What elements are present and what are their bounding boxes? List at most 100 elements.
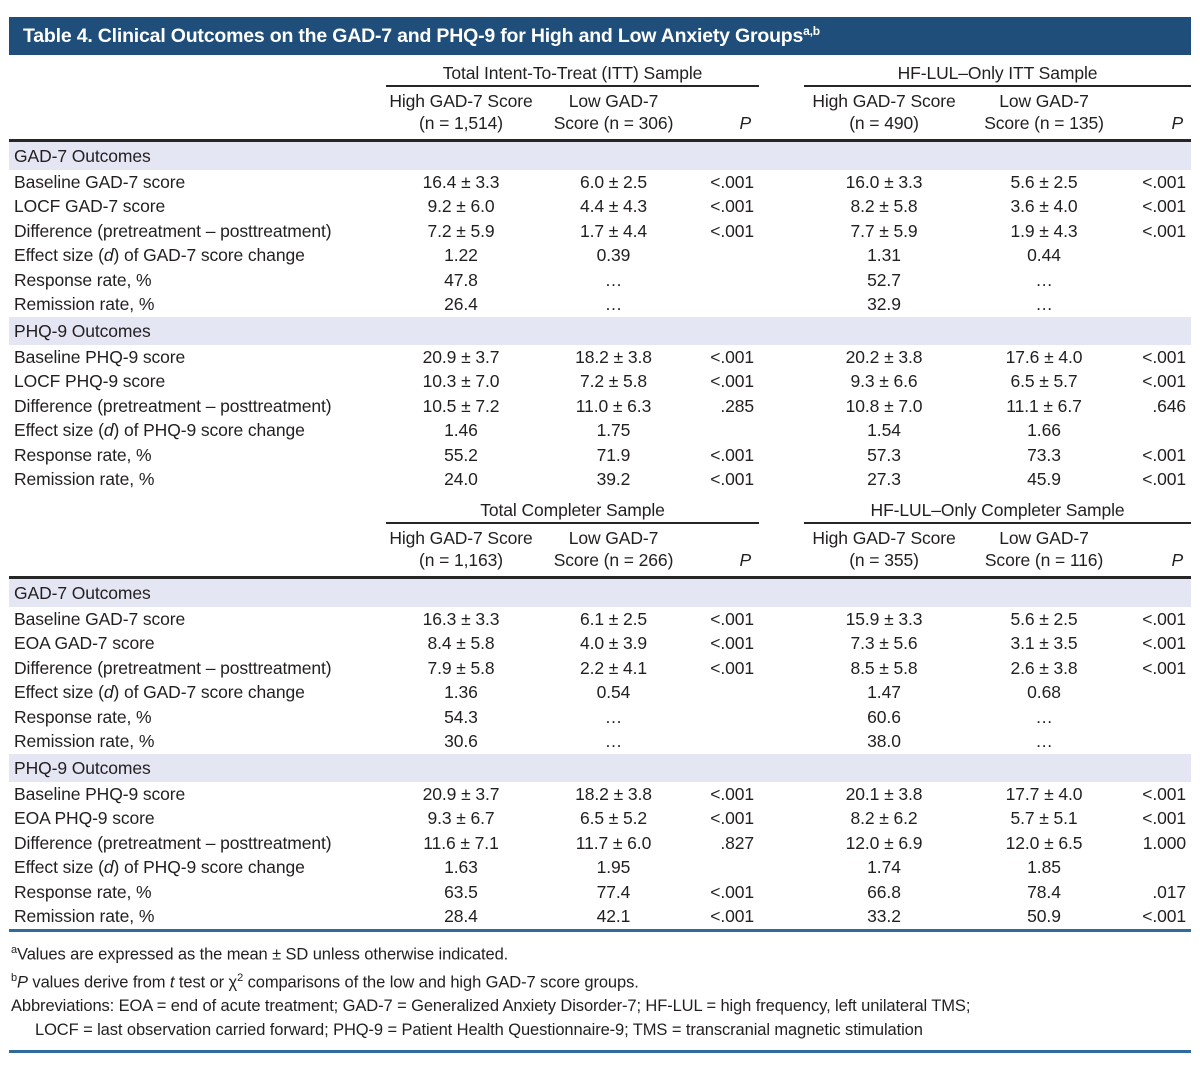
value-cell: 2.6 ± 3.8 [1010,657,1078,678]
p-value-cell [691,419,759,444]
text-superscript: a [11,944,18,956]
row-label: Baseline PHQ-9 score [14,346,186,367]
text-segment: Effect size ( [14,420,104,441]
column-header: Low GAD-7 Score (n = 266) [536,523,691,579]
column-header-line: Low GAD-7 [999,528,1089,548]
value-cell: 2.2 ± 4.1 [579,657,648,678]
p-value-cell [691,705,759,730]
value-cell: 16.4 ± 3.3 [422,171,500,192]
value-cell: … [1035,706,1053,727]
gap-cell [759,370,804,395]
value-cell: … [1035,731,1053,752]
p-value-cell: <.001 [710,808,755,829]
footnote-line: LOCF = last observation carried forward;… [11,1019,1193,1043]
text-segment: Values are expressed as the mean ± SD un… [17,945,509,964]
value-cell: 47.8 [444,269,478,290]
table-row: Difference (pretreatment – posttreatment… [9,219,1191,244]
table-row: EOA PHQ-9 score 9.3 ± 6.7 6.5 ± 5.2 <.001 8.… [9,807,1191,832]
gap-cell [759,856,804,881]
value-cell: 20.9 ± 3.7 [422,783,500,804]
table-row: Difference (pretreatment – posttreatment… [9,394,1191,419]
value-cell: 20.2 ± 3.8 [845,346,923,367]
footnotes: aValues are expressed as the mean ± SD u… [9,932,1195,1050]
column-header: Low GAD-7 Score (n = 306) [536,86,691,142]
value-cell: 55.2 [444,444,478,465]
text-segment: Effect size ( [14,857,104,878]
value-cell: 15.9 ± 3.3 [845,608,923,629]
row-label: Difference (pretreatment – posttreatment… [14,657,332,678]
table-row: Difference (pretreatment – posttreatment… [9,831,1191,856]
value-cell: 8.2 ± 5.8 [850,196,918,217]
p-value-cell: <.001 [710,371,755,392]
text-superscript: b [11,972,18,984]
value-cell: 10.5 ± 7.2 [422,395,500,416]
table-row: Baseline GAD-7 score 16.3 ± 3.3 6.1 ± 2.5 <… [9,607,1191,632]
table-row: Baseline GAD-7 score 16.4 ± 3.3 6.0 ± 2.5 <… [9,170,1191,195]
p-column-header: P [691,523,760,579]
row-label: EOA PHQ-9 score [14,808,155,829]
section-header: GAD-7 Outcomes [9,140,1192,170]
text-italic: d [103,857,114,878]
row-label: Effect size (d) of GAD-7 score change [9,244,386,269]
gap-cell [759,468,804,493]
column-header-line: High GAD-7 Score [389,528,533,548]
value-cell: 39.2 [596,469,631,490]
table-row: Difference (pretreatment – posttreatment… [9,656,1191,681]
section-header: PHQ-9 Outcomes [9,317,1192,345]
p-value-cell [691,293,759,318]
value-cell: 38.0 [867,731,901,752]
column-header-line: High GAD-7 Score [389,91,533,111]
footnote-line: Abbreviations: EOA = end of acute treatm… [11,995,1193,1019]
p-value-cell [1124,705,1191,730]
value-cell: 4.4 ± 4.3 [579,196,648,217]
row-label: Effect size (d) of GAD-7 score change [9,681,386,706]
column-header-line: Score (n = 135) [984,113,1104,133]
table-row: Response rate, % 47.8… 52.7… [9,268,1191,293]
text-segment: ) of GAD-7 score change [113,682,305,703]
p-value-cell: <.001 [710,881,755,902]
table-row: Effect size (d) of GAD-7 score change 1.3… [9,681,1191,706]
value-cell: 17.7 ± 4.0 [1005,783,1083,804]
row-label-spacer [9,492,386,523]
value-cell: 7.2 ± 5.8 [579,371,648,392]
p-value-cell [1124,244,1191,269]
text-italic: P [17,973,28,992]
text-italic: d [103,682,114,703]
p-value-cell: <.001 [710,469,755,490]
p-value-cell: .646 [1152,395,1187,416]
value-cell: 9.3 ± 6.7 [427,808,495,829]
value-cell: 1.66 [1027,420,1061,441]
value-cell: 1.75 [596,420,631,441]
value-cell: 9.2 ± 6.0 [427,196,495,217]
section-header-row: GAD-7 Outcomes [9,577,1192,607]
text-segment: Effect size ( [14,682,104,703]
column-header-line: High GAD-7 Score [812,91,956,111]
p-value-cell: <.001 [691,904,760,932]
value-cell: 11.6 ± 7.1 [423,832,499,853]
p-value-cell: <.001 [1142,633,1187,654]
gap-cell [759,523,805,579]
column-header-line: P [1171,113,1184,133]
column-header: High GAD-7 Score (n = 1,514) [386,86,536,142]
gap-cell [759,345,804,370]
gap-cell [759,219,804,244]
row-label: Baseline GAD-7 score [14,608,186,629]
gap-cell [759,293,804,318]
row-label-spacer [9,55,386,86]
value-cell: 1.74 [867,857,901,878]
column-header-line: P [1171,550,1184,570]
p-column-header: P [1124,86,1192,142]
row-label: Remission rate, % [14,469,155,490]
p-column-header: P [1124,523,1192,579]
group-span-header: HF-LUL–Only ITT Sample [804,55,1192,87]
value-cell: 26.4 [444,294,478,315]
p-column-header: P [691,86,760,142]
text-segment: Abbreviations: EOA = end of acute treatm… [11,997,971,1015]
p-value-cell: <.001 [710,633,755,654]
value-cell: 10.8 ± 7.0 [845,395,923,416]
value-cell: 1.63 [444,857,478,878]
p-value-cell: <.001 [1142,371,1187,392]
text-italic: t [169,973,175,992]
value-cell: 16.0 ± 3.3 [845,171,923,192]
table-row: EOA GAD-7 score 8.4 ± 5.8 4.0 ± 3.9 <.001 7.… [9,632,1191,657]
